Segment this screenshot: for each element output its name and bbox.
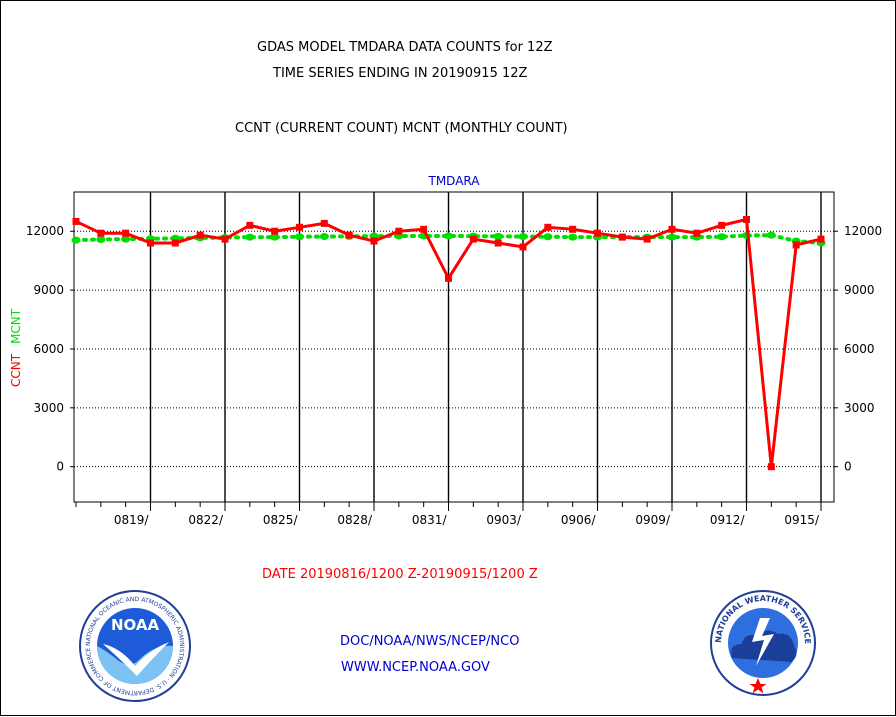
noaa-logo-text: NOAA [111,616,160,634]
nws-logo: NATIONAL WEATHER SERVICE [710,590,816,696]
y-tick-label-right: 9000 [844,283,875,297]
x-tick-label: 0906/ [561,513,597,527]
ccnt-point [569,225,577,233]
y-tick-label-left: 9000 [33,283,64,297]
ccnt-point [643,235,651,243]
ccnt-point [420,225,428,233]
mcnt-point [96,235,106,243]
y-tick-label-left: 3000 [33,401,64,415]
mcnt-point [667,233,677,241]
y-tick-label-right: 12000 [844,224,882,238]
ccnt-point [370,237,378,245]
y-tick-label-left: 12000 [26,224,64,238]
x-tick-label: 0822/ [188,513,224,527]
date-range-label: DATE 20190816/1200 Z-20190915/1200 Z [262,567,538,582]
y-tick-label-left: 6000 [33,342,64,356]
ccnt-point [792,241,800,249]
y-axis-label: CCNT MCNT [9,308,23,387]
ccnt-point [221,235,229,243]
x-tick-label: 0915/ [784,513,820,527]
mcnt-point [71,236,81,244]
chart-title-line1: GDAS MODEL TMDARA DATA COUNTS for 12Z [257,40,553,55]
x-tick-label: 0831/ [412,513,448,527]
y-axis-label-ccnt: CCNT [9,353,23,387]
y-tick-label-left: 0 [56,460,64,474]
ccnt-point [594,229,601,237]
ccnt-point [246,221,254,229]
x-tick-label: 0828/ [337,513,373,527]
mcnt-point [319,233,329,241]
ccnt-point [271,227,279,235]
ccnt-point [743,215,750,223]
ccnt-point [445,274,452,282]
ccnt-point [544,223,552,231]
mcnt-point [295,233,304,241]
mcnt-point [568,233,578,241]
ccnt-point [395,227,403,235]
y-tick-label-right: 0 [844,460,852,474]
website-url: WWW.NCEP.NOAA.GOV [341,660,490,675]
plot-title: TMDARA [428,174,481,188]
mcnt-point [766,231,776,239]
mcnt-point [518,233,528,241]
mcnt-point [245,233,255,241]
plot-area [73,191,835,503]
noaa-logo: NOAA NATIONAL OCEANIC AND ATMOSPHERIC AD… [79,590,191,702]
ccnt-point [97,229,105,237]
mcnt-point [717,233,727,241]
ccnt-point [767,463,775,471]
ccnt-point [718,221,726,229]
ccnt-point [618,233,626,241]
mcnt-point [444,232,453,240]
ccnt-point [693,229,701,237]
ccnt-point [296,223,303,231]
ccnt-point [122,229,130,237]
x-tick-label: 0825/ [263,513,299,527]
ccnt-point [469,235,477,243]
mcnt-point [121,235,131,243]
y-axis-label-mcnt: MCNT [9,308,23,344]
mcnt-point [543,233,553,241]
y-tick-label-right: 3000 [844,401,875,415]
ccnt-point [519,243,527,251]
ccnt-point [345,231,353,239]
ccnt-point [494,239,502,247]
x-tick-label: 0912/ [710,513,746,527]
ccnt-point [72,217,80,225]
org-line: DOC/NOAA/NWS/NCEP/NCO [340,634,520,649]
chart-title-line2: TIME SERIES ENDING IN 20190915 12Z [273,66,528,81]
ccnt-point [171,239,179,247]
ccnt-point [196,231,204,239]
ccnt-point [320,219,328,227]
mcnt-point [493,232,503,240]
ccnt-point [817,235,825,243]
mcnt-point [270,233,280,241]
x-tick-label: 0903/ [486,513,522,527]
y-tick-label-right: 6000 [844,342,875,356]
x-tick-label: 0819/ [114,513,150,527]
ccnt-point [147,239,154,247]
chart-subtitle: CCNT (CURRENT COUNT) MCNT (MONTHLY COUNT… [235,121,568,136]
ccnt-point [668,225,676,233]
x-tick-label: 0909/ [635,513,671,527]
